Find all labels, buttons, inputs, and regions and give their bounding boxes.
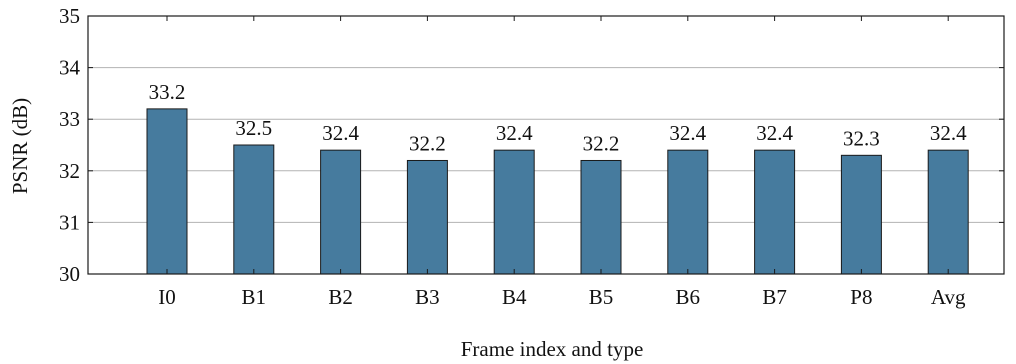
bar-P8	[840, 154, 882, 275]
bar-B7	[754, 149, 796, 275]
bar-B4	[493, 149, 535, 275]
y-tick-label: 35	[59, 4, 80, 28]
bar-B2	[320, 149, 362, 275]
y-tick-label: 30	[59, 262, 80, 286]
x-axis-ticks: I0 B1 B2 B3 B4 B5 B6 B7 P8 Avg	[158, 16, 966, 309]
x-tick-label: B7	[762, 285, 787, 309]
y-tick-label: 34	[59, 56, 81, 80]
bar-I0	[146, 108, 188, 275]
x-tick-label: B6	[676, 285, 701, 309]
data-label: 32.4	[496, 121, 533, 145]
y-axis-label: PSNR (dB)	[8, 98, 32, 194]
bar-B5	[580, 159, 622, 275]
plot-frame	[87, 15, 1005, 275]
data-labels: 33.2 32.5 32.4 32.2 32.4 32.2 32.4 32.4 32.3 32.4	[149, 80, 967, 156]
bar-Avg	[927, 149, 969, 275]
x-tick-label: B2	[328, 285, 353, 309]
bar-B1	[233, 144, 275, 275]
bars	[146, 108, 969, 275]
bar-B3	[406, 159, 448, 275]
data-label: 33.2	[149, 80, 186, 104]
y-axis-ticks: 30 31 32 33 34 35	[59, 4, 1004, 286]
data-label: 32.5	[235, 116, 272, 140]
x-tick-label: B4	[502, 285, 527, 309]
data-label: 32.4	[669, 121, 706, 145]
x-tick-label: P8	[850, 285, 872, 309]
data-label: 32.3	[843, 126, 880, 150]
plot-border	[87, 15, 1005, 275]
y-tick-label: 31	[59, 210, 80, 234]
x-tick-label: I0	[158, 285, 176, 309]
data-label: 32.4	[756, 121, 793, 145]
x-tick-label: B3	[415, 285, 440, 309]
x-tick-label: Avg	[931, 285, 966, 309]
bar-B6	[667, 149, 709, 275]
x-tick-label: B5	[589, 285, 614, 309]
data-label: 32.2	[409, 131, 446, 155]
y-tick-label: 32	[59, 159, 80, 183]
data-label: 32.2	[583, 131, 620, 155]
y-tick-label: 33	[59, 107, 80, 131]
x-axis-label: Frame index and type	[461, 337, 644, 361]
data-label: 32.4	[930, 121, 967, 145]
data-label: 32.4	[322, 121, 359, 145]
x-tick-label: B1	[242, 285, 267, 309]
